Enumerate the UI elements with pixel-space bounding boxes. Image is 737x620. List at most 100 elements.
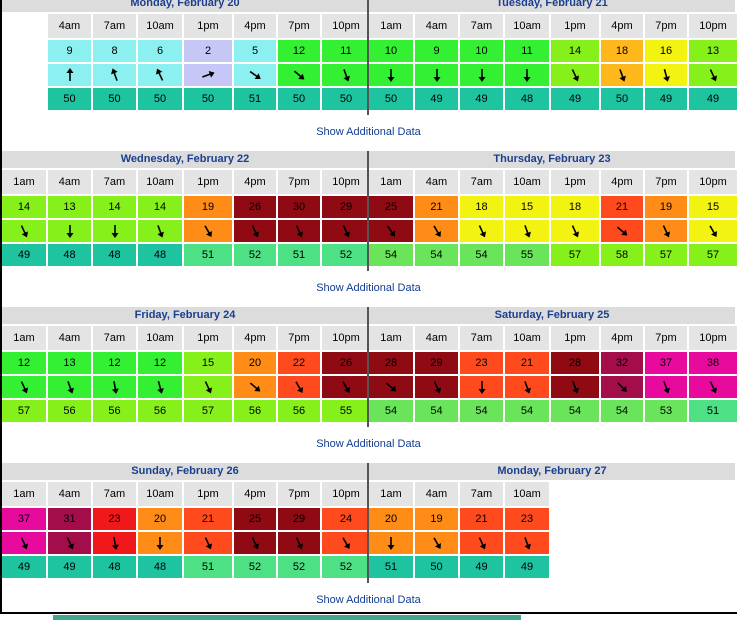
- hour-label: 10am: [505, 482, 549, 506]
- wind-direction-cell: [184, 64, 232, 86]
- wind-speed-cell: 15: [184, 352, 232, 374]
- temperature-cell: 50: [93, 88, 136, 110]
- hour-label: 4pm: [234, 482, 276, 506]
- temperature-cell: 56: [48, 400, 91, 422]
- wind-speed-cell: 29: [322, 196, 370, 218]
- wind-arrow-icon: [249, 382, 261, 392]
- wind-arrow-icon: [663, 381, 670, 394]
- wind-direction-cell: [645, 376, 687, 398]
- wind-arrow-icon: [617, 382, 627, 392]
- wind-direction-cell: [234, 376, 276, 398]
- wind-direction-cell: [138, 532, 182, 554]
- temperature-cell: 56: [93, 400, 136, 422]
- day-divider: [367, 0, 369, 115]
- hour-label: 1pm: [551, 14, 599, 38]
- wind-direction-cell: [138, 64, 182, 86]
- wind-speed-cell: 11: [505, 40, 549, 62]
- wind-arrow-icon: [433, 69, 440, 82]
- wind-arrow-icon: [20, 381, 29, 394]
- hour-label: 1am: [2, 326, 46, 350]
- wind-direction-cell: [2, 220, 46, 242]
- wind-speed-cell: 15: [505, 196, 549, 218]
- hour-label: 7am: [460, 170, 503, 194]
- wind-direction-cell: [322, 376, 370, 398]
- hour-label: 4am: [48, 14, 91, 38]
- day-divider: [367, 151, 369, 271]
- show-additional-data-link[interactable]: Show Additional Data: [316, 282, 421, 294]
- wind-speed-cell: 26: [234, 196, 276, 218]
- wind-arrow-icon: [387, 69, 395, 82]
- wind-speed-cell: 21: [184, 508, 232, 530]
- hour-label: 7am: [93, 170, 136, 194]
- wind-arrow-icon: [66, 381, 74, 394]
- hour-label: 1pm: [551, 326, 599, 350]
- wind-arrow-icon: [619, 69, 626, 82]
- wind-arrow-icon: [66, 537, 74, 550]
- hour-label: 1pm: [184, 482, 232, 506]
- wind-direction-cell: [48, 376, 91, 398]
- temperature-cell: 55: [322, 400, 370, 422]
- show-additional-data-link[interactable]: Show Additional Data: [316, 126, 421, 138]
- wind-direction-cell: [184, 376, 232, 398]
- wind-direction-cell: [278, 532, 320, 554]
- wind-speed-cell: 29: [415, 352, 458, 374]
- hour-label: 1pm: [551, 170, 599, 194]
- hour-label: 10am: [505, 326, 549, 350]
- wind-direction-cell: [278, 64, 320, 86]
- temperature-cell: 49: [460, 88, 503, 110]
- footer-image-strip: [53, 615, 521, 620]
- wind-speed-cell: 18: [551, 196, 599, 218]
- wind-direction-cell: [369, 532, 413, 554]
- wind-arrow-icon: [295, 381, 304, 394]
- wind-speed-cell: 5: [234, 40, 276, 62]
- hour-label: 10am: [138, 14, 182, 38]
- temperature-cell: 50: [278, 88, 320, 110]
- wind-arrow-icon: [66, 68, 73, 81]
- wind-speed-cell: 31: [48, 508, 91, 530]
- day-divider: [367, 463, 369, 583]
- wind-speed-cell: 19: [184, 196, 232, 218]
- day-panel: Thursday, February 23 1am 25 54 4am 21 54 7am 18…: [369, 151, 737, 293]
- day-panel: Tuesday, February 21 1am 10 50 4am 9 49 7am 10 49…: [369, 0, 737, 137]
- hour-label: 10am: [138, 170, 182, 194]
- wind-speed-cell: 6: [138, 40, 182, 62]
- wind-arrow-icon: [295, 225, 304, 238]
- hour-label: 4pm: [601, 170, 643, 194]
- show-additional-data-link[interactable]: Show Additional Data: [316, 594, 421, 606]
- temperature-cell: 48: [48, 244, 91, 266]
- hour-label: 4pm: [234, 170, 276, 194]
- temperature-cell: 54: [369, 400, 413, 422]
- wind-speed-cell: 20: [138, 508, 182, 530]
- day-title: Wednesday, February 22: [2, 151, 368, 168]
- hour-label: 10pm: [322, 326, 370, 350]
- temperature-cell: 55: [505, 244, 549, 266]
- wind-speed-cell: 12: [138, 352, 182, 374]
- wind-direction-cell: [322, 220, 370, 242]
- wind-direction-cell: [505, 376, 549, 398]
- wind-speed-cell: 25: [369, 196, 413, 218]
- temperature-cell: 52: [234, 556, 276, 578]
- wind-speed-cell: 18: [601, 40, 643, 62]
- show-additional-data-link[interactable]: Show Additional Data: [316, 438, 421, 450]
- temperature-cell: 52: [322, 244, 370, 266]
- hour-label: 7pm: [645, 14, 687, 38]
- wind-direction-cell: [322, 64, 370, 86]
- hour-label: 4pm: [601, 326, 643, 350]
- wind-arrow-icon: [342, 381, 351, 394]
- wind-direction-cell: [551, 64, 599, 86]
- wind-direction-cell: [460, 376, 503, 398]
- temperature-cell: 50: [601, 88, 643, 110]
- wind-arrow-icon: [524, 225, 531, 238]
- day-panel: Monday, February 20 4am 9 50 7am 8 50 10am 6 50 1p…: [2, 0, 370, 137]
- wind-arrow-icon: [524, 381, 531, 394]
- temperature-cell: 52: [234, 244, 276, 266]
- wind-speed-cell: 37: [645, 352, 687, 374]
- temperature-cell: 49: [689, 88, 737, 110]
- wind-direction-cell: [505, 532, 549, 554]
- wind-arrow-icon: [709, 381, 718, 394]
- frame-left-border: [0, 0, 2, 614]
- temperature-cell: 49: [505, 556, 549, 578]
- wind-arrow-icon: [204, 225, 213, 238]
- wind-direction-cell: [689, 220, 737, 242]
- wind-direction-cell: [93, 376, 136, 398]
